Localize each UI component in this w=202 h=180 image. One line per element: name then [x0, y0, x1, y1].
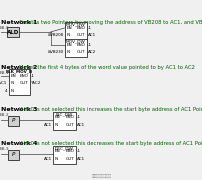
Text: N: N	[10, 89, 13, 93]
Text: OUT: OUT	[76, 50, 85, 54]
Text: &VB208: &VB208	[47, 33, 63, 37]
Bar	[8, 116, 19, 126]
Text: AC1: AC1	[76, 123, 84, 127]
Text: AC1: AC1	[76, 157, 84, 161]
Text: -1: -1	[88, 43, 92, 47]
Text: -1: -1	[88, 26, 92, 30]
Text: Network 2: Network 2	[1, 65, 38, 70]
Text: MOV_DW: MOV_DW	[65, 39, 85, 43]
Text: ENO: ENO	[76, 43, 85, 47]
Text: P: P	[12, 118, 15, 123]
Text: EN: EN	[10, 74, 16, 78]
Text: 布居图设计工具框: 布居图设计工具框	[92, 174, 112, 178]
Text: Network 4: Network 4	[1, 141, 38, 146]
Text: ENO: ENO	[65, 149, 74, 153]
Text: IN: IN	[66, 33, 70, 37]
Text: AC1: AC1	[88, 33, 96, 37]
Text: ALD: ALD	[7, 30, 19, 35]
Text: IN: IN	[66, 50, 70, 54]
Text: EN: EN	[55, 115, 60, 119]
Text: Creates two Pointers by moving the address of VB208 to AC1, and VB230 to AC2: Creates two Pointers by moving the addre…	[19, 20, 202, 25]
Text: E8.2: E8.2	[0, 113, 9, 117]
Text: If I0.0 is not selected this decreases the start byte address of AC1 Pointer by : If I0.0 is not selected this decreases t…	[19, 141, 202, 146]
Text: -1: -1	[76, 149, 80, 153]
Text: *AC2: *AC2	[31, 81, 41, 85]
Text: Network 1: Network 1	[1, 20, 38, 25]
Text: E8.3: E8.3	[0, 147, 9, 151]
Text: BLK_MOV_B: BLK_MOV_B	[6, 69, 33, 73]
Text: IN: IN	[10, 81, 14, 85]
Text: MOV_DW: MOV_DW	[65, 22, 85, 26]
Text: ENO: ENO	[76, 26, 85, 30]
Text: -1: -1	[31, 74, 35, 78]
Text: DEC_DW: DEC_DW	[55, 146, 74, 150]
Text: Moves the first 4 bytes of the word value pointed to by AC1 to AC2: Moves the first 4 bytes of the word valu…	[19, 65, 194, 70]
Text: IN: IN	[55, 123, 59, 127]
Bar	[64, 39, 86, 57]
Text: E8.0: E8.0	[0, 26, 9, 30]
Text: EN: EN	[66, 26, 72, 30]
Text: If I0.0 is not selected this increases the start byte address of AC1 Pointer by : If I0.0 is not selected this increases t…	[19, 107, 202, 112]
Text: Network 3: Network 3	[1, 107, 38, 112]
Text: AC1: AC1	[44, 123, 52, 127]
Bar	[8, 69, 30, 95]
Text: ENO: ENO	[65, 115, 74, 119]
Text: E8.1: E8.1	[0, 71, 9, 75]
Bar	[7, 27, 19, 37]
Text: P: P	[12, 152, 15, 156]
Text: IN: IN	[55, 157, 59, 161]
Text: AC2: AC2	[88, 50, 96, 54]
Text: 4: 4	[5, 89, 7, 93]
Text: OUT: OUT	[65, 157, 74, 161]
Bar	[53, 112, 75, 130]
Text: OUT: OUT	[19, 81, 28, 85]
Text: AC1: AC1	[44, 157, 52, 161]
Text: INC_DW: INC_DW	[56, 112, 73, 116]
Text: *AC1: *AC1	[0, 81, 7, 85]
Text: &VB230: &VB230	[47, 50, 63, 54]
Bar	[53, 146, 75, 164]
Text: OUT: OUT	[65, 123, 74, 127]
Bar	[64, 22, 86, 40]
Text: ENO: ENO	[19, 74, 28, 78]
Text: EN: EN	[55, 149, 60, 153]
Bar	[8, 150, 19, 160]
Text: EN: EN	[66, 43, 72, 47]
Text: OUT: OUT	[76, 33, 85, 37]
Text: -1: -1	[76, 115, 80, 119]
